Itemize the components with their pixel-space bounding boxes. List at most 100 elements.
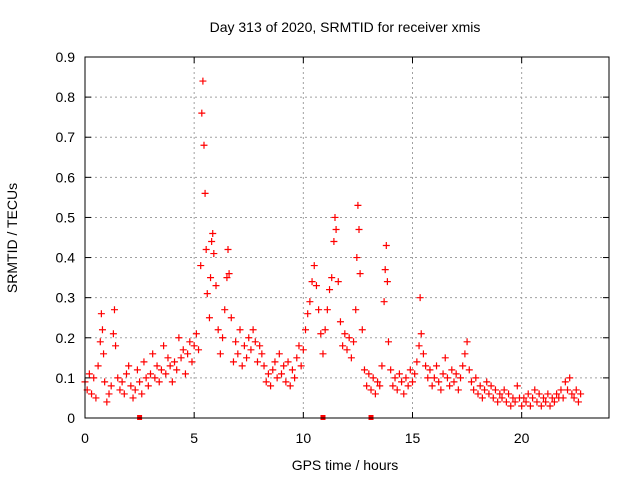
data-point-plus	[157, 366, 165, 374]
data-point-plus	[323, 306, 331, 314]
y-tick-label: 0	[67, 410, 75, 426]
data-point-plus	[173, 366, 181, 374]
y-tick-label: 0.7	[56, 129, 76, 145]
data-point-plus	[413, 358, 421, 366]
data-point-plus	[256, 342, 264, 350]
data-point-plus	[153, 362, 161, 370]
data-point-plus	[319, 350, 327, 358]
data-point-plus	[483, 378, 491, 386]
data-point-plus	[452, 370, 460, 378]
data-point-plus	[136, 378, 144, 386]
data-point-plus	[487, 382, 495, 390]
data-point-plus	[209, 229, 217, 237]
data-point-plus	[526, 402, 534, 410]
data-point-plus	[101, 378, 109, 386]
data-point-plus	[181, 370, 189, 378]
data-point-plus	[280, 362, 288, 370]
data-point-plus	[195, 346, 203, 354]
x-tick-labels: 0 5 10 15 20	[81, 430, 530, 446]
data-point-plus	[356, 270, 364, 278]
data-point-plus	[360, 366, 368, 374]
chart-title: Day 313 of 2020, SRMTID for receiver xmi…	[210, 19, 481, 35]
data-point-plus	[202, 246, 210, 254]
data-point-plus	[380, 298, 388, 306]
data-point-plus	[381, 266, 389, 274]
data-point-plus	[459, 362, 467, 370]
data-point-plus	[166, 362, 174, 370]
data-point-plus	[467, 378, 475, 386]
data-point-plus	[419, 350, 427, 358]
data-point-plus	[448, 366, 456, 374]
data-point-plus	[177, 354, 185, 362]
data-point-plus	[343, 346, 351, 354]
data-point-plus	[229, 358, 237, 366]
data-point-plus	[461, 350, 469, 358]
data-point-plus	[205, 314, 213, 322]
y-tick-label: 0.1	[56, 370, 76, 386]
data-point-plus	[430, 374, 438, 382]
data-point-plus	[125, 362, 133, 370]
data-point-plus	[212, 282, 220, 290]
data-point-plus	[424, 374, 432, 382]
data-point-plus	[171, 358, 179, 366]
data-point-plus	[400, 390, 408, 398]
data-point-plus	[332, 225, 340, 233]
data-point-plus	[179, 346, 187, 354]
data-point-plus	[347, 354, 355, 362]
data-point-plus	[118, 378, 126, 386]
x-tick-label: 0	[81, 430, 89, 446]
data-point-plus	[315, 306, 323, 314]
data-point-plus	[513, 382, 521, 390]
data-point-plus	[247, 346, 255, 354]
data-point-plus	[262, 378, 270, 386]
data-point-plus	[85, 370, 93, 378]
data-point-plus	[100, 350, 108, 358]
data-point-plus	[92, 394, 100, 402]
data-point-plus	[147, 370, 154, 378]
data-point-plus	[253, 358, 261, 366]
data-point-plus	[284, 358, 292, 366]
data-point-plus	[435, 378, 443, 386]
data-point-plus	[168, 378, 176, 386]
data-point-plus	[238, 362, 246, 370]
data-point-plus	[574, 398, 582, 406]
data-point-plus	[192, 330, 200, 338]
data-point-plus	[363, 382, 371, 390]
data-point-plus	[354, 201, 362, 209]
y-tick-label: 0.6	[56, 169, 76, 185]
y-tick-label: 0.3	[56, 290, 76, 306]
data-point-plus	[243, 354, 251, 362]
data-point-plus	[304, 310, 312, 318]
data-point-plus	[184, 350, 192, 358]
data-point-plus	[288, 366, 296, 374]
data-point-plus	[144, 382, 152, 390]
data-point-plus	[518, 402, 526, 410]
data-point-plus	[404, 382, 412, 390]
data-point-plus	[260, 362, 268, 370]
data-point-plus	[306, 298, 314, 306]
y-tick-label: 0.4	[56, 250, 76, 266]
data-point-plus	[376, 382, 384, 390]
data-point-plus	[201, 189, 209, 197]
data-point-plus	[149, 350, 157, 358]
data-point-plus	[131, 386, 139, 394]
data-point-plus	[500, 386, 508, 394]
data-point-plus	[155, 378, 163, 386]
data-point-plus	[271, 358, 279, 366]
data-point-plus	[535, 390, 543, 398]
data-point-plus	[446, 382, 454, 390]
y-tick-labels: 0 0.1 0.2 0.3 0.4 0.5 0.6 0.7 0.8 0.9	[56, 49, 76, 426]
data-point-plus	[331, 213, 339, 221]
data-point-plus	[441, 354, 449, 362]
data-point-plus	[188, 358, 196, 366]
data-point-plus	[219, 334, 227, 342]
data-point-plus	[267, 382, 275, 390]
data-point-plus	[369, 374, 377, 382]
data-point-plus	[548, 394, 556, 402]
data-point-plus	[175, 334, 183, 342]
data-point-plus	[203, 290, 211, 298]
data-point-plus	[190, 342, 198, 350]
x-tick-label: 15	[405, 430, 421, 446]
x-tick-label: 10	[296, 430, 312, 446]
data-point-plus	[546, 402, 554, 410]
